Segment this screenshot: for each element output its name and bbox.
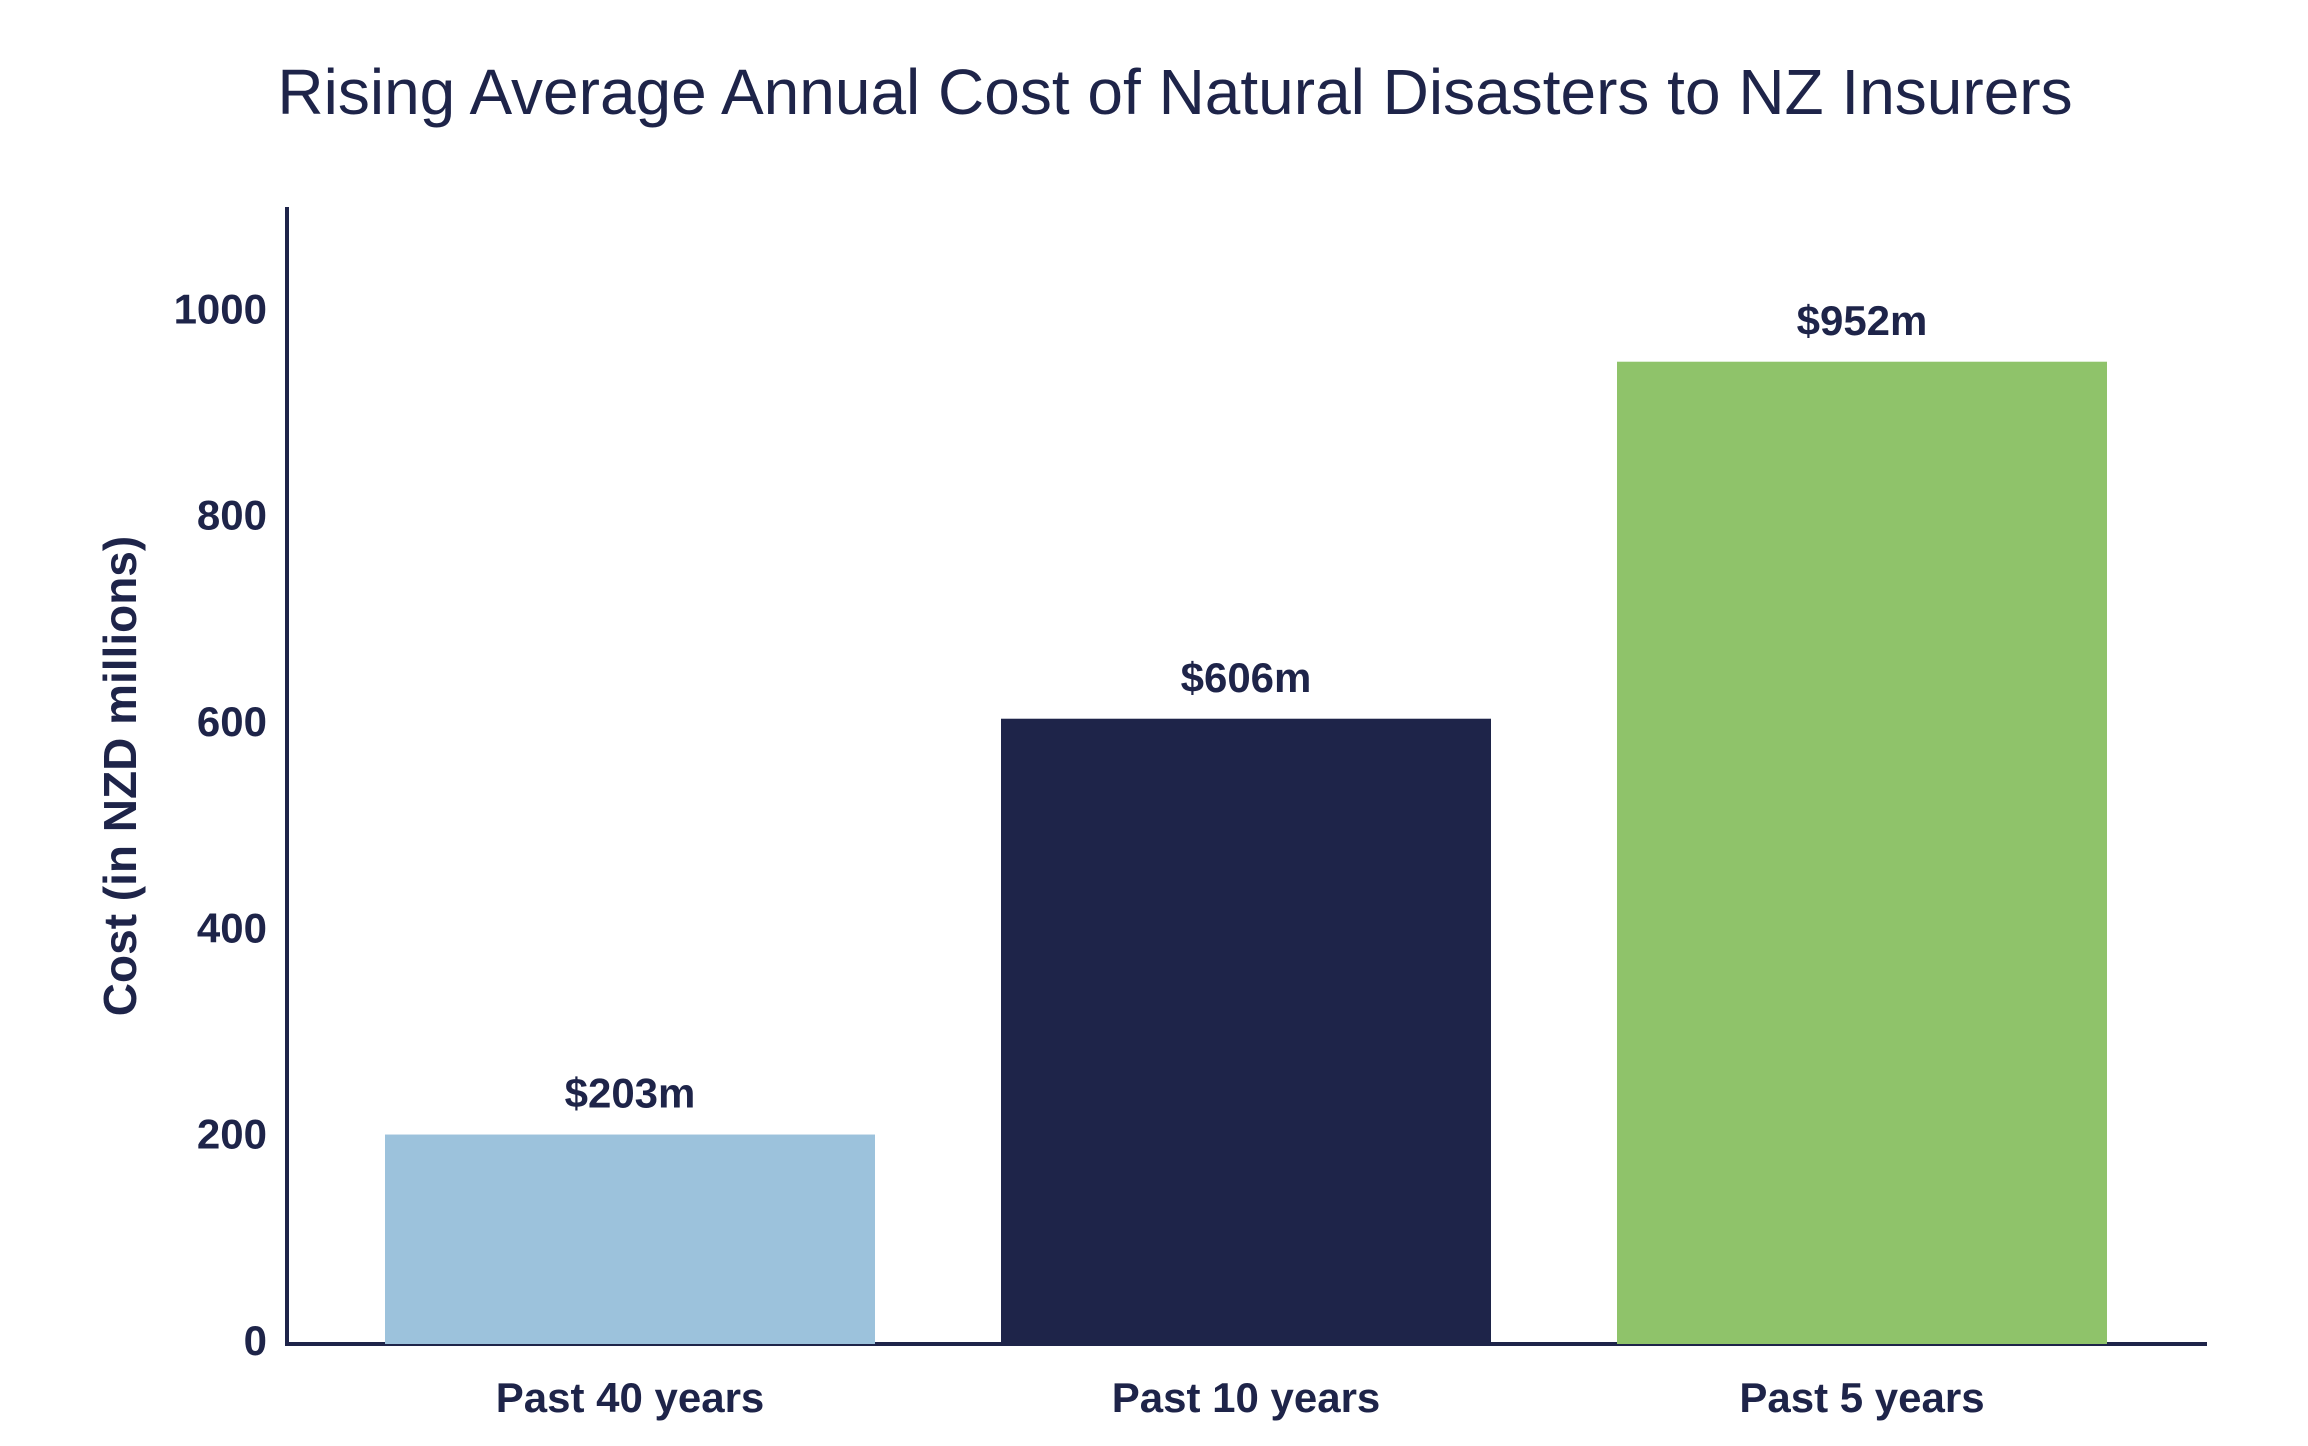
bar (1001, 718, 1491, 1344)
y-tick-label: 1000 (174, 285, 267, 332)
y-axis-label: Cost (in NZD millions) (94, 536, 146, 1016)
value-label: $952m (1797, 297, 1928, 344)
x-tick-label: Past 5 years (1739, 1374, 1984, 1421)
y-tick-label: 400 (197, 904, 267, 951)
y-tick-label: 0 (244, 1317, 267, 1364)
y-tick-label: 200 (197, 1111, 267, 1158)
chart-title: Rising Average Annual Cost of Natural Di… (277, 56, 2072, 128)
y-tick-label: 800 (197, 492, 267, 539)
value-label: $606m (1181, 654, 1312, 701)
bar (1617, 361, 2107, 1344)
x-tick-label: Past 40 years (496, 1374, 765, 1421)
x-tick-label: Past 10 years (1112, 1374, 1381, 1421)
value-label: $203m (565, 1070, 696, 1117)
bar (385, 1134, 875, 1344)
y-tick-label: 600 (197, 698, 267, 745)
